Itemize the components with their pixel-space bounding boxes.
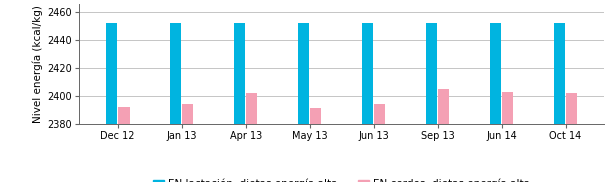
Bar (566, 93, 577, 182)
Bar (554, 23, 565, 182)
Bar (362, 23, 373, 182)
Bar (106, 23, 117, 182)
Bar (490, 23, 501, 182)
Bar (118, 107, 129, 182)
Bar (374, 104, 386, 182)
Legend: EN lactación, dietas energía alta, EN cerdos, dietas energía alta: EN lactación, dietas energía alta, EN ce… (149, 175, 534, 182)
Bar (502, 92, 514, 182)
Bar (426, 23, 437, 182)
Bar (298, 23, 309, 182)
Y-axis label: Nivel energía (kcal/kg): Nivel energía (kcal/kg) (33, 5, 43, 123)
Bar (170, 23, 181, 182)
Bar (438, 89, 450, 182)
Bar (246, 93, 257, 182)
Bar (310, 108, 321, 182)
Bar (182, 104, 193, 182)
Bar (234, 23, 245, 182)
